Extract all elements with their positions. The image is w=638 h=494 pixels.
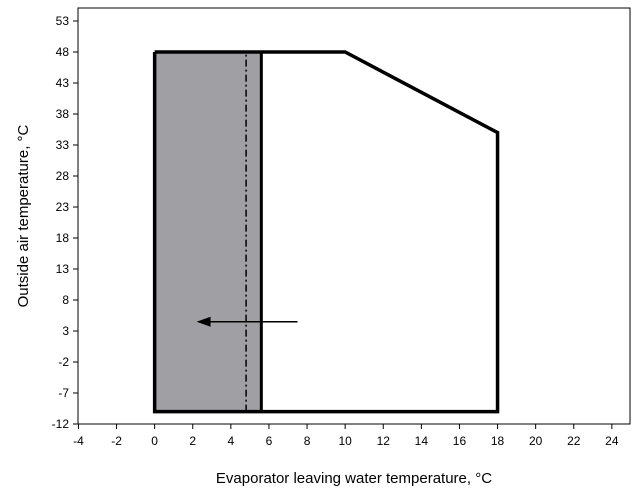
x-tick-label: 24: [605, 434, 619, 448]
x-tick-label: 2: [189, 434, 196, 448]
envelope-outline: [152, 50, 500, 414]
x-tick-label: 0: [151, 434, 158, 448]
shaded-region: [154, 52, 262, 412]
x-tick-label: 22: [567, 434, 581, 448]
x-tick-label: 20: [529, 434, 543, 448]
y-tick-label: -12: [52, 417, 70, 431]
x-tick-label: 6: [266, 434, 273, 448]
x-tick-label: 4: [228, 434, 235, 448]
y-tick-label: 38: [56, 107, 70, 121]
x-axis-label: Evaporator leaving water temperature, °C: [216, 470, 492, 487]
y-tick-label: 33: [56, 138, 70, 152]
y-tick-label: 3: [62, 324, 69, 338]
y-tick-label: 8: [62, 293, 69, 307]
arrow-head: [196, 316, 211, 327]
y-tick-label: 43: [56, 76, 70, 90]
x-tick-label: 14: [415, 434, 429, 448]
x-tick-label: 18: [491, 434, 505, 448]
x-tick-label: 8: [304, 434, 311, 448]
y-tick-label: -7: [58, 386, 69, 400]
x-tick-label: -4: [73, 434, 84, 448]
x-tick-label: -2: [111, 434, 122, 448]
x-tick-label: 10: [338, 434, 352, 448]
y-tick-label: 18: [56, 231, 70, 245]
x-axis-ticks: -4 -2 0 2 4 6 8 10 12 14 16 18 20 22 24: [73, 424, 619, 448]
x-tick-label: 12: [377, 434, 391, 448]
y-tick-label: 23: [56, 200, 70, 214]
x-tick-label: 16: [453, 434, 467, 448]
y-tick-label: -2: [58, 355, 69, 369]
y-tick-label: 48: [56, 45, 70, 59]
y-tick-label: 13: [56, 262, 70, 276]
y-axis-label: Outside air temperature, °C: [15, 124, 32, 307]
y-tick-label: 28: [56, 169, 70, 183]
y-tick-label: 53: [56, 14, 70, 28]
